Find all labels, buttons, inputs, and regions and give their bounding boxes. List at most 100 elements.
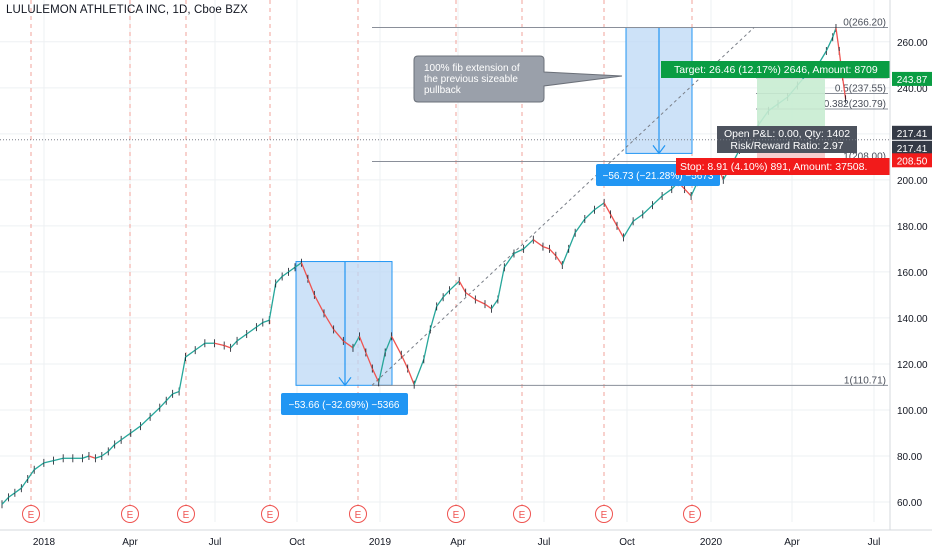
price-segment: [281, 271, 289, 278]
earnings-marker-label: E: [183, 510, 190, 521]
price-segment: [101, 450, 109, 457]
price-segment: [574, 218, 586, 234]
callout-text: pullback: [424, 85, 462, 96]
price-segment: [497, 267, 505, 300]
price-segment: [130, 425, 141, 434]
symbol-title: LULULEMON ATHLETICA INC, 1D, Cboe BZX: [6, 4, 248, 16]
price-badge-label: 208.50: [897, 156, 928, 167]
price-segment: [568, 232, 576, 250]
price-segment: [165, 393, 174, 402]
price-segment: [548, 248, 557, 257]
price-segment: [413, 359, 425, 385]
price-segment: [436, 296, 444, 307]
price-segment: [555, 255, 563, 266]
earnings-marker: [177, 505, 195, 523]
measure-boxes: [295, 27, 693, 387]
price-badge: [892, 71, 932, 86]
price-segment: [442, 289, 451, 298]
x-tick-label: Oct: [289, 537, 305, 548]
price-segment: [323, 312, 335, 330]
price-badge: [892, 140, 932, 155]
risk-reward-label: Risk/Reward Ratio: 2.97: [730, 140, 843, 152]
price-segment: [294, 262, 302, 268]
price-badge: [892, 153, 932, 168]
price-badge-label: 243.87: [897, 75, 928, 86]
price-segment: [365, 352, 373, 369]
price-segment: [88, 455, 96, 459]
price-segment: [223, 344, 231, 349]
price-segment: [149, 407, 161, 418]
price-segment: [333, 329, 344, 342]
x-tick-label: 2018: [33, 537, 56, 548]
price-segment: [825, 36, 834, 52]
price-segment: [400, 354, 409, 369]
measure-box-1: [295, 261, 393, 386]
price-segment: [616, 225, 625, 238]
earnings-marker-label: E: [127, 510, 134, 521]
price-segment: [503, 253, 515, 268]
pnl-label: Open P&L: 0.00, Qty: 1402: [724, 128, 850, 140]
price-segment: [1, 496, 9, 505]
earnings-marker-label: E: [601, 510, 608, 521]
x-tick-label: 2019: [369, 537, 392, 548]
earnings-marker-label: E: [453, 510, 460, 521]
price-badge: [892, 125, 932, 140]
price-badge-label: 217.41: [897, 144, 928, 155]
price-segment: [230, 340, 238, 349]
price-segment: [307, 278, 315, 296]
y-tick-label: 80.00: [897, 452, 922, 463]
range-label-2: −56.73 (−21.28%) −5673: [603, 171, 714, 182]
price-segment: [542, 245, 550, 250]
price-segment: [429, 306, 438, 330]
range-label-1: −53.66 (−32.69%) −5366: [289, 400, 400, 411]
gridlines: [0, 0, 890, 522]
fib-level-label: 1(110.71): [844, 375, 886, 386]
earnings-marker: [447, 505, 465, 523]
price-segment: [423, 329, 431, 360]
y-tick-label: 100.00: [897, 406, 928, 417]
price-segment: [178, 356, 187, 392]
range-label-1-bg: [281, 393, 408, 415]
price-segment: [449, 280, 460, 291]
earnings-marker-label: E: [689, 510, 696, 521]
price-segment: [832, 27, 837, 38]
price-segment: [841, 76, 847, 100]
price-segment: [594, 202, 605, 211]
price-segment: [236, 333, 248, 342]
earnings-marker-label: E: [28, 510, 35, 521]
price-segment: [53, 457, 64, 462]
price-segment: [313, 294, 325, 314]
earnings-marker: [349, 505, 367, 523]
price-segment: [358, 336, 367, 353]
price-segment: [465, 292, 476, 301]
fib-level-label: 1(208.00): [843, 151, 886, 162]
price-segment: [661, 188, 673, 197]
stop-label: Stop: 8.91 (4.10%) 891, Amount: 37508.: [680, 161, 867, 173]
earnings-marker-label: E: [519, 510, 526, 521]
price-segment: [107, 444, 116, 452]
earnings-marker-label: E: [267, 510, 274, 521]
fib-level-label: 0.382(230.79): [824, 99, 886, 110]
price-segment: [120, 432, 132, 441]
y-tick-label: 260.00: [897, 38, 928, 49]
price-segment: [43, 459, 54, 464]
y-tick-label: 240.00: [897, 84, 928, 95]
price-segment: [378, 352, 386, 383]
earnings-marker: [513, 505, 531, 523]
price-segment: [475, 298, 486, 305]
price-segment: [172, 390, 180, 395]
price-segment: [835, 27, 840, 52]
price-segment: [561, 248, 570, 266]
price-segment: [214, 342, 225, 347]
y-tick-label: 140.00: [897, 314, 928, 325]
fib-levels: 0(266.20)0.618(244.31)0.5(237.55)0.382(2…: [371, 18, 888, 386]
price-segment: [407, 368, 415, 385]
price-segment: [632, 213, 644, 222]
price-segment: [140, 416, 151, 427]
x-tick-label: Apr: [450, 537, 466, 548]
x-tick-label: 2020: [700, 537, 723, 548]
y-tick-label: 200.00: [897, 176, 928, 187]
